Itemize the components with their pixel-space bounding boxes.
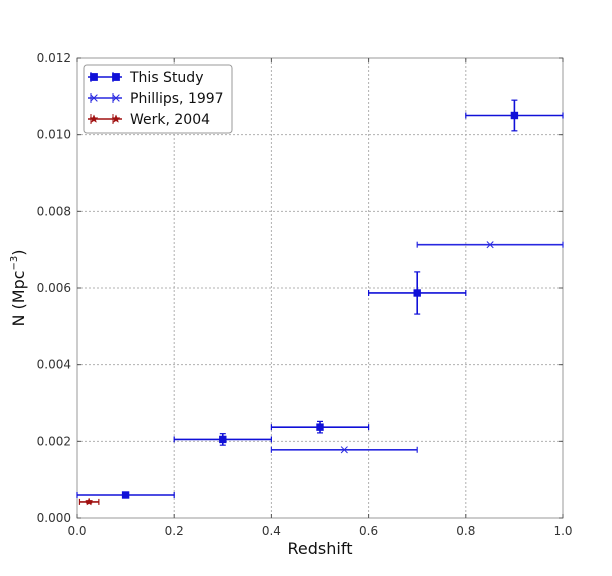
marker-x [340,446,348,454]
marker-square [219,435,227,444]
y-tick-label: 0.006 [37,281,71,295]
series-x [270,241,564,454]
y-tick-label: 0.004 [37,358,71,372]
legend: This Study Phillips, 1997 Werk, 2004 [83,64,233,134]
legend-marker-x-stroke [112,94,120,102]
legend-label: This Study [129,70,203,86]
legend-box [83,64,233,134]
data-point [465,99,564,132]
data-point [76,491,175,499]
x-tick-label: 0.0 [67,524,86,538]
legend-marker-star [111,114,121,123]
y-axis-label-exponent: −3 [9,256,20,271]
y-axis-label-close: ) [9,249,28,255]
x-tick-label: 1.0 [553,524,572,538]
legend-label: Werk, 2004 [130,112,210,128]
x-tick-label: 0.8 [456,524,475,538]
x-tick-label: 0.6 [359,524,378,538]
data-point [173,433,272,446]
x-axis-label: Redshift [288,539,353,558]
legend-marker-star [89,114,99,123]
legend-marker-square [90,73,98,81]
legend-label: Phillips, 1997 [130,91,224,107]
legend-marker-x [90,94,98,102]
x-tick-label: 0.2 [165,524,184,538]
y-tick-label: 0.002 [37,434,71,448]
legend-marker-x [112,94,120,102]
y-axis-label: N (Mpc−3) [9,249,28,326]
marker-x-stroke [486,241,494,249]
marker-x-stroke [340,446,348,454]
data-point [78,497,100,506]
marker-square [316,423,324,431]
axis-ticks: 0.0 0.2 0.4 0.6 0.8 1.0 0.000 0.002 0.004 0.006 0.… [37,51,573,538]
y-tick-label: 0.000 [37,511,71,525]
data-point [270,420,370,434]
legend-marker-x-stroke [90,94,98,102]
x-tick-label: 0.4 [262,524,281,538]
y-axis-label-base: N (Mpc [9,270,28,326]
marker-x [486,241,494,249]
marker-star [84,497,94,506]
y-tick-label: 0.012 [37,51,71,65]
y-tick-label: 0.008 [37,204,71,218]
series-square [76,99,564,499]
y-tick-label: 0.010 [37,128,71,142]
marker-square [510,111,519,120]
legend-marker-square [112,73,120,81]
marker-square [413,289,421,297]
data-point [270,446,418,454]
legend-entry: This Study [88,70,203,86]
legend-entry: Phillips, 1997 [88,91,224,107]
series-star [78,497,100,506]
marker-square [121,491,130,499]
grid-lines [77,58,563,518]
data-point [416,241,564,249]
data-series [76,99,564,506]
data-point [368,271,467,315]
legend-entry: Werk, 2004 [88,112,210,128]
